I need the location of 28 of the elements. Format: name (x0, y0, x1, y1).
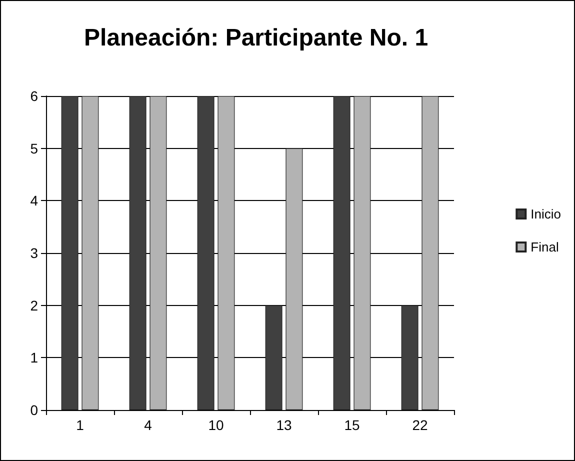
y-tick-label: 1 (30, 350, 38, 366)
bar (61, 96, 78, 410)
x-tick-label: 10 (208, 417, 224, 433)
bar (129, 96, 146, 410)
bar (401, 305, 418, 410)
bar (354, 96, 371, 410)
x-tick-label: 4 (144, 417, 152, 433)
bar (197, 96, 214, 410)
y-tick-label: 5 (30, 140, 38, 156)
bar (286, 148, 303, 410)
bar (422, 96, 439, 410)
x-tick-label: 22 (412, 417, 428, 433)
x-tick-label: 13 (276, 417, 292, 433)
legend-label: Inicio (530, 206, 562, 222)
x-tick-label: 15 (344, 417, 360, 433)
y-tick-label: 6 (30, 88, 38, 104)
y-tick-label: 3 (30, 245, 38, 261)
x-tick-label: 1 (76, 417, 84, 433)
bar (82, 96, 99, 410)
legend-label: Final (530, 240, 559, 254)
y-tick-label: 0 (30, 402, 38, 418)
y-tick-label: 2 (30, 297, 38, 314)
chart-title: Planeación: Participante No. 1 (84, 24, 428, 52)
bar (218, 96, 235, 410)
bar (265, 305, 282, 410)
bar (333, 96, 350, 410)
y-tick-label: 4 (30, 192, 38, 209)
bar (150, 96, 167, 410)
